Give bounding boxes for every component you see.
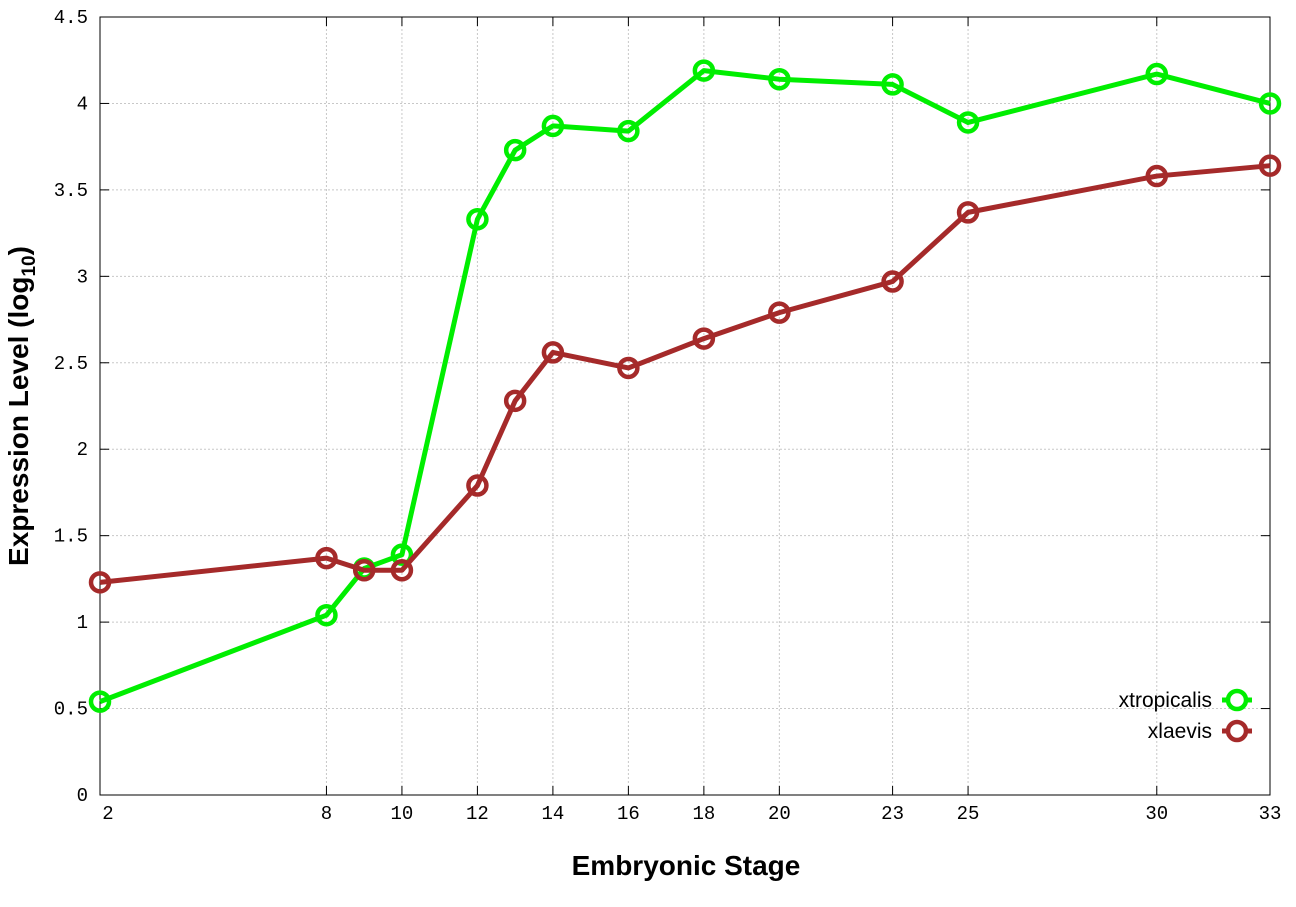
y-tick-label: 3.5 <box>54 180 88 202</box>
y-tick-label: 4 <box>77 93 88 115</box>
y-axis-label: Expression Level (log10) <box>3 246 40 566</box>
data-point-xtropicalis <box>1258 92 1282 115</box>
y-axis-label-end: ) <box>3 246 34 255</box>
data-point-xlaevis <box>390 558 414 582</box>
y-tick-label: 0 <box>77 785 88 807</box>
data-point-xtropicalis <box>541 114 565 138</box>
data-point-xtropicalis <box>692 59 716 82</box>
data-point-xtropicalis <box>315 603 338 627</box>
data-point-xlaevis <box>315 546 338 570</box>
x-tick-label: 14 <box>541 803 564 825</box>
data-point-xlaevis <box>617 356 640 380</box>
x-tick-label: 12 <box>466 803 489 825</box>
y-tick-label: 4.5 <box>54 7 88 29</box>
data-point-xlaevis <box>692 327 716 350</box>
x-tick-label: 33 <box>1259 803 1282 825</box>
series <box>88 59 1282 713</box>
x-tick-label: 20 <box>768 803 791 825</box>
x-tick-label: 16 <box>617 803 640 825</box>
x-tick-label: 8 <box>321 803 332 825</box>
data-point-xtropicalis <box>881 73 904 96</box>
x-tick-label: 23 <box>881 803 904 825</box>
data-point-xtropicalis <box>768 67 791 91</box>
data-point-xtropicalis <box>88 690 112 713</box>
data-point-xtropicalis <box>1145 62 1169 86</box>
y-tick-label: 2.5 <box>54 353 88 375</box>
x-axis-label: Embryonic Stage <box>572 850 801 881</box>
y-tick-label: 3 <box>77 266 88 288</box>
legend-label-xlaevis: xlaevis <box>1148 720 1212 743</box>
x-tick-label: 10 <box>391 803 414 825</box>
grid <box>100 17 1270 795</box>
data-point-xtropicalis <box>390 543 414 566</box>
y-axis-label-main: Expression Level (log <box>3 277 34 566</box>
legend: xtropicalis xlaevis <box>1119 688 1252 743</box>
data-point-xtropicalis <box>956 111 980 134</box>
data-point-xtropicalis <box>503 138 527 162</box>
series-line-xlaevis <box>99 163 1271 585</box>
x-tick-label: 2 <box>102 803 113 825</box>
legend-label-xtropicalis: xtropicalis <box>1119 689 1212 712</box>
series-line-xtropicalis <box>99 68 1271 704</box>
data-point-xlaevis <box>1145 164 1169 188</box>
data-point-xlaevis <box>1258 154 1282 177</box>
y-tick-label: 0.5 <box>54 699 88 721</box>
data-point-xlaevis <box>956 201 980 224</box>
data-point-xlaevis <box>768 301 791 324</box>
legend-marker-xtropicalis <box>1225 688 1249 712</box>
plot-frame <box>99 16 1271 796</box>
x-tick-label: 18 <box>692 803 715 825</box>
data-point-xlaevis <box>88 571 112 594</box>
y-tick-label: 1.5 <box>54 526 88 548</box>
data-point-xlaevis <box>541 341 565 364</box>
data-point-xlaevis <box>503 389 527 413</box>
data-point-xlaevis <box>881 270 904 293</box>
data-point-xlaevis <box>352 558 376 582</box>
y-tick-label: 1 <box>77 612 88 634</box>
legend-marker-xlaevis <box>1225 719 1249 743</box>
ticks: 0 0.5 1 1.5 2 2.5 3 3.5 4 4.5 2 8 10 12 14 16 18 20 23 25 30… <box>54 7 1282 825</box>
data-point-xtropicalis <box>617 119 640 143</box>
data-point-xtropicalis <box>466 208 489 231</box>
y-axis-label-subscript: 10 <box>19 255 40 276</box>
x-tick-label: 25 <box>957 803 980 825</box>
y-tick-label: 2 <box>77 439 88 461</box>
data-point-xlaevis <box>466 474 489 497</box>
x-tick-label: 30 <box>1145 803 1168 825</box>
